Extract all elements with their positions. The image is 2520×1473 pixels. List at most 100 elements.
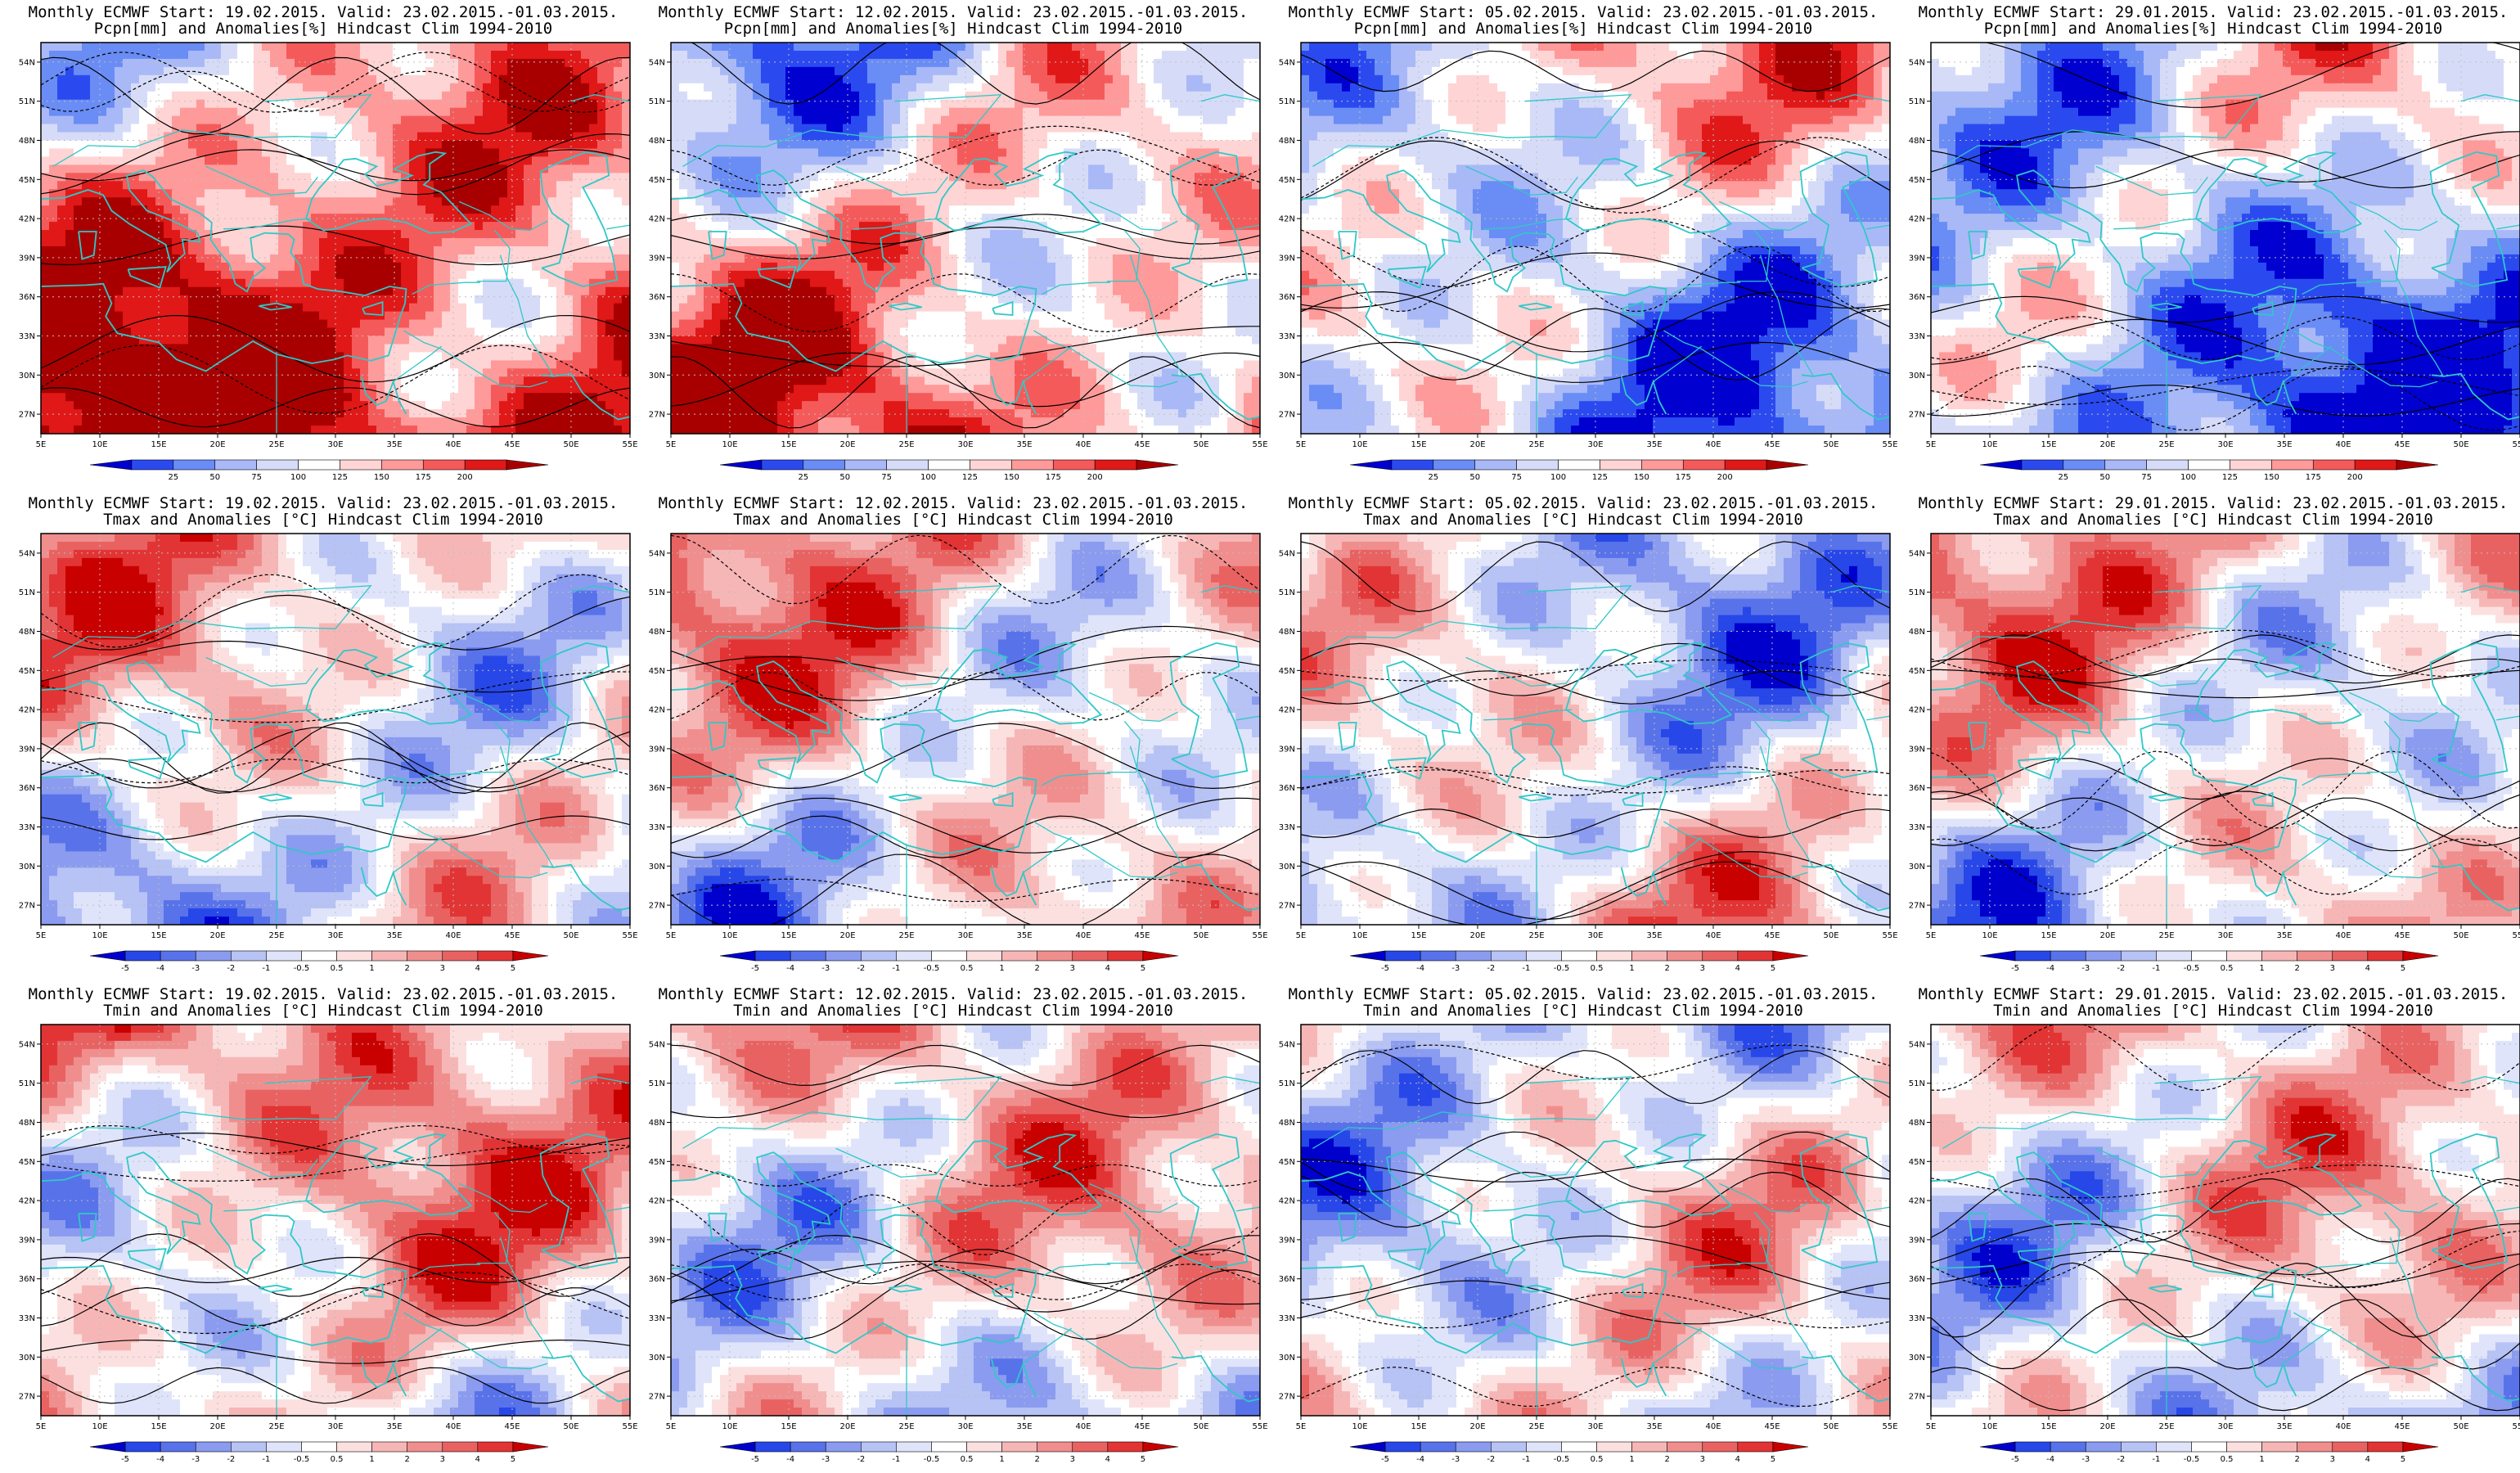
lon-tick-label: 45E bbox=[504, 931, 520, 940]
lon-tick-label: 35E bbox=[1016, 931, 1032, 940]
colorbar-swatch bbox=[2146, 459, 2189, 471]
lon-tick-label: 15E bbox=[2041, 1422, 2056, 1431]
map-plot: 5E 10E 15E 20E 25E 30E 35E 40E 45E 50E 55E 27N 30N 33… bbox=[649, 42, 1268, 482]
lat-tick-label: 42N bbox=[19, 1197, 35, 1206]
colorbar-swatch bbox=[2297, 1441, 2333, 1453]
colorbar-label: -4 bbox=[156, 964, 164, 973]
lon-tick-label: 40E bbox=[445, 440, 461, 449]
lat-tick-label: 45N bbox=[649, 667, 665, 676]
colorbar-swatch bbox=[336, 950, 372, 962]
lon-tick-label: 15E bbox=[1411, 440, 1426, 449]
colorbar: 25 50 75 100 125 150 175 200 bbox=[89, 459, 549, 482]
lon-tick-label: 5E bbox=[1296, 440, 1307, 449]
map-panel-r1-c1: Monthly ECMWF Start: 19.02.2015. Valid: … bbox=[8, 0, 638, 491]
anomaly-field bbox=[1301, 534, 1890, 925]
colorbar-swatch bbox=[477, 1441, 514, 1453]
colorbar-swatch bbox=[301, 1441, 337, 1453]
colorbar: -5 -4 -3 -2 -1 -0.5 0.5 1 2 3 4 5 bbox=[89, 950, 549, 973]
colorbar-label: 25 bbox=[1428, 473, 1438, 482]
colorbar-label: 4 bbox=[1735, 1455, 1740, 1464]
colorbar-label: -3 bbox=[2081, 964, 2090, 973]
colorbar-label: 1 bbox=[2259, 1455, 2264, 1464]
lon-tick-label: 50E bbox=[2453, 440, 2468, 449]
colorbar-label: 1 bbox=[999, 964, 1004, 973]
lon-tick-label: 15E bbox=[781, 931, 796, 940]
lon-tick-label: 10E bbox=[92, 440, 107, 449]
panel-title: Monthly ECMWF Start: 05.02.2015. Valid: … bbox=[1268, 3, 1898, 21]
colorbar-swatch bbox=[2226, 950, 2262, 962]
lon-tick-label: 25E bbox=[2158, 1422, 2174, 1431]
colorbar-swatch bbox=[2050, 950, 2086, 962]
colorbar-label: -5 bbox=[2011, 1455, 2019, 1464]
lat-tick-label: 30N bbox=[1909, 372, 1925, 381]
lat-tick-label: 48N bbox=[19, 137, 35, 146]
colorbar-swatch bbox=[931, 950, 967, 962]
colorbar-swatch bbox=[256, 459, 299, 471]
colorbar-swatch bbox=[1737, 1441, 1774, 1453]
colorbar-swatch bbox=[214, 459, 257, 471]
map-panel-r2-c4: Monthly ECMWF Start: 29.01.2015. Valid: … bbox=[1898, 491, 2520, 982]
colorbar-swatch bbox=[2014, 1441, 2051, 1453]
lat-tick-label: 39N bbox=[649, 745, 665, 754]
panel-variable: Tmax and Anomalies [°C] Hindcast Clim 19… bbox=[1898, 511, 2520, 529]
colorbar-swatch bbox=[1667, 1441, 1703, 1453]
lat-tick-label: 54N bbox=[19, 58, 35, 67]
lon-tick-label: 40E bbox=[1075, 1422, 1091, 1431]
lon-tick-label: 15E bbox=[151, 931, 166, 940]
colorbar-label: -3 bbox=[1451, 1455, 1460, 1464]
panel-title: Monthly ECMWF Start: 19.02.2015. Valid: … bbox=[8, 985, 638, 1003]
colorbar-swatch bbox=[2332, 950, 2369, 962]
colorbar-label: -4 bbox=[1416, 1455, 1424, 1464]
colorbar-swatch bbox=[231, 1441, 267, 1453]
lat-tick-label: 51N bbox=[1279, 588, 1295, 597]
colorbar-label: 100 bbox=[290, 473, 306, 482]
colorbar-label: 5 bbox=[511, 964, 515, 973]
colorbar-swatch bbox=[1420, 950, 1456, 962]
lon-tick-label: 10E bbox=[1352, 1422, 1367, 1431]
colorbar-swatch bbox=[2271, 459, 2314, 471]
lat-tick-label: 39N bbox=[1279, 745, 1295, 754]
lat-tick-label: 45N bbox=[19, 667, 35, 676]
lon-tick-label: 55E bbox=[1882, 440, 1897, 449]
lat-tick-label: 36N bbox=[1279, 293, 1295, 302]
anomaly-field bbox=[1301, 43, 1890, 434]
lat-tick-label: 39N bbox=[19, 745, 35, 754]
map-plot: 5E 10E 15E 20E 25E 30E 35E 40E 45E 50E 55E 27N 30N 33… bbox=[1279, 42, 1898, 482]
colorbar-label: -0.5 bbox=[294, 1455, 310, 1464]
colorbar-swatch bbox=[970, 459, 1012, 471]
colorbar-swatch bbox=[1142, 1441, 1179, 1453]
colorbar-label: 3 bbox=[440, 1455, 445, 1464]
colorbar-label: 4 bbox=[475, 964, 480, 973]
lat-tick-label: 42N bbox=[649, 1197, 665, 1206]
lon-tick-label: 15E bbox=[151, 440, 166, 449]
colorbar-swatch bbox=[512, 950, 549, 962]
lat-tick-label: 27N bbox=[649, 902, 665, 911]
lon-tick-label: 15E bbox=[2041, 440, 2056, 449]
colorbar-label: 150 bbox=[2264, 473, 2279, 482]
colorbar-swatch bbox=[195, 1441, 232, 1453]
colorbar-label: 5 bbox=[1771, 1455, 1775, 1464]
colorbar-label: -3 bbox=[2081, 1455, 2090, 1464]
colorbar-swatch bbox=[1772, 950, 1809, 962]
colorbar-label: 200 bbox=[457, 473, 473, 482]
colorbar-swatch bbox=[2230, 459, 2272, 471]
colorbar-swatch bbox=[1631, 950, 1667, 962]
colorbar-swatch bbox=[1433, 459, 1476, 471]
colorbar-swatch bbox=[1702, 950, 1739, 962]
lon-tick-label: 15E bbox=[2041, 931, 2056, 940]
colorbar-swatch bbox=[1526, 1441, 1562, 1453]
panel-title: Monthly ECMWF Start: 12.02.2015. Valid: … bbox=[638, 494, 1268, 512]
lat-tick-label: 42N bbox=[1279, 706, 1295, 715]
colorbar-label: 5 bbox=[1771, 964, 1775, 973]
colorbar-swatch bbox=[1600, 459, 1642, 471]
colorbar-label: -4 bbox=[2046, 1455, 2054, 1464]
colorbar-swatch bbox=[506, 459, 549, 471]
colorbar-label: -1 bbox=[1522, 1455, 1530, 1464]
lat-tick-label: 30N bbox=[1279, 1354, 1295, 1363]
colorbar-label: 2 bbox=[1665, 1455, 1670, 1464]
colorbar-label: 0.5 bbox=[2221, 964, 2234, 973]
colorbar-swatch bbox=[124, 950, 161, 962]
colorbar-swatch bbox=[1596, 950, 1632, 962]
map-panel-r1-c3: Monthly ECMWF Start: 05.02.2015. Valid: … bbox=[1268, 0, 1898, 491]
colorbar-swatch bbox=[1766, 459, 1809, 471]
